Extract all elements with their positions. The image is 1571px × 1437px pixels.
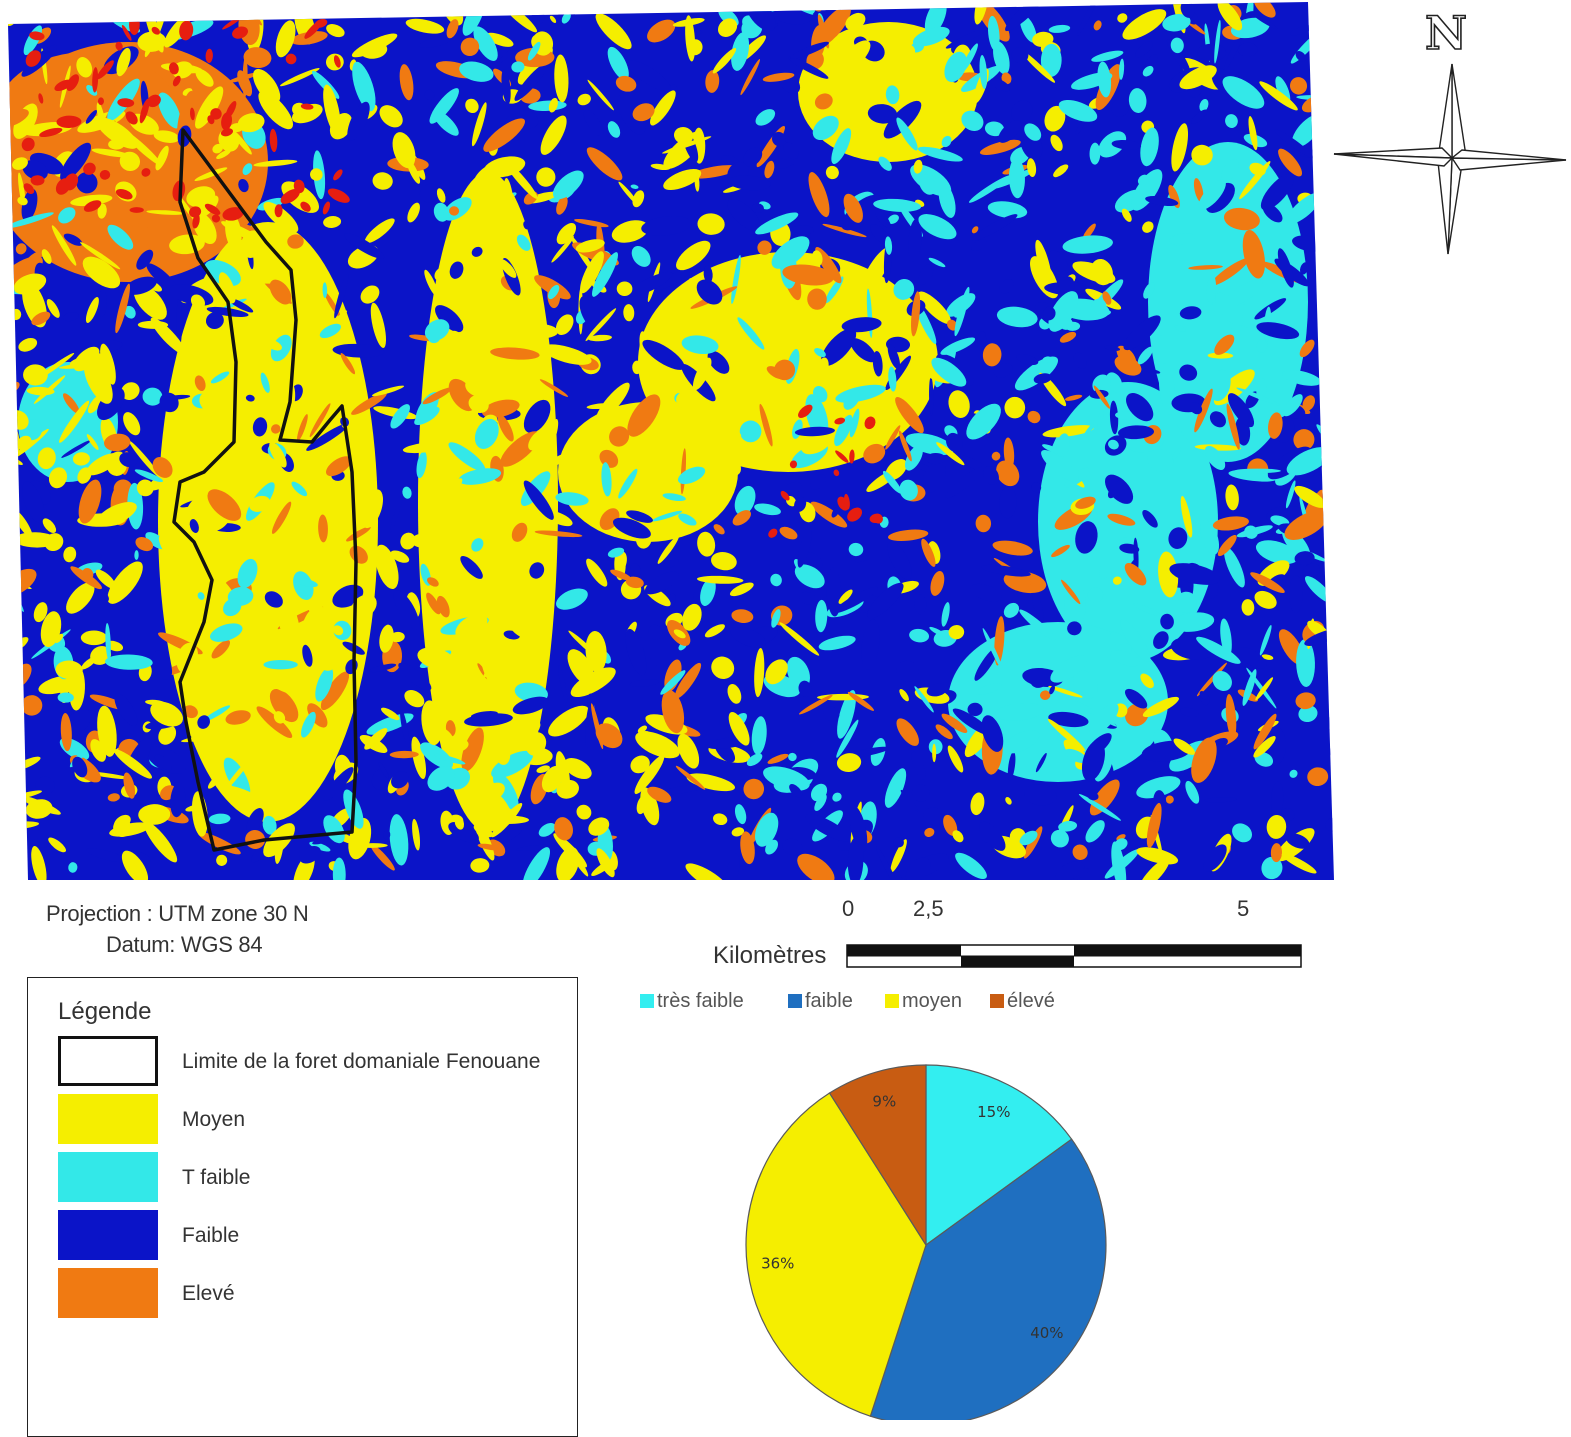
legend-label: Faible xyxy=(182,1224,240,1247)
pie-legend-item: très faible xyxy=(640,990,744,1013)
pie-data-label: 40% xyxy=(1030,1324,1063,1342)
pie-legend-label: très faible xyxy=(657,990,744,1012)
pie-legend-swatch xyxy=(788,994,802,1008)
legend-item-t-faible: T faible xyxy=(58,1152,558,1204)
pie-legend-swatch xyxy=(640,994,654,1008)
projection-text: Projection : UTM zone 30 N xyxy=(46,901,309,926)
north-label: N xyxy=(1424,5,1468,61)
map-legend: Légende Limite de la foret domaniale Fen… xyxy=(27,977,578,1437)
pie-legend-item: faible xyxy=(788,990,853,1013)
legend-label: Moyen xyxy=(182,1108,246,1131)
datum-text: Datum: WGS 84 xyxy=(106,932,263,957)
pie-chart: 15% 40% 36% 9% xyxy=(745,1064,1107,1420)
pie-slice-1 xyxy=(869,1138,1107,1420)
scale-tick-label: 0 xyxy=(842,896,855,921)
pie-legend-swatch xyxy=(885,994,899,1008)
legend-item-moyen: Moyen xyxy=(58,1094,558,1146)
legend-label: Elevé xyxy=(182,1282,235,1305)
pie-legend-label: moyen xyxy=(902,990,963,1012)
pie-data-label: 9% xyxy=(872,1093,896,1111)
risk-map xyxy=(8,2,1334,880)
pie-legend-swatch xyxy=(990,994,1004,1008)
legend-swatch xyxy=(58,1152,158,1202)
legend-item-eleve: Elevé xyxy=(58,1268,558,1320)
scale-bar xyxy=(846,944,1302,968)
legend-item-faible: Faible xyxy=(58,1210,558,1262)
legend-label: T faible xyxy=(182,1166,251,1189)
pie-slice-0 xyxy=(925,1064,1073,1247)
legend-swatch xyxy=(58,1268,158,1318)
pie-slice-2 xyxy=(745,1092,927,1417)
pie-slice-3 xyxy=(828,1064,927,1248)
pie-data-label: 36% xyxy=(761,1255,794,1273)
scale-tick-label: 2,5 xyxy=(913,896,944,921)
pie-data-label: 15% xyxy=(977,1103,1010,1121)
forest-boundary-line xyxy=(172,128,358,852)
pie-legend-label: faible xyxy=(805,990,853,1012)
north-arrow-icon xyxy=(1333,63,1567,255)
risk-map-raster xyxy=(8,2,1334,880)
legend-swatch xyxy=(58,1094,158,1144)
legend-label: Limite de la foret domaniale Fenouane xyxy=(182,1050,541,1073)
legend-item-forest-boundary: Limite de la foret domaniale Fenouane xyxy=(58,1036,558,1088)
scale-unit-label: Kilomètres xyxy=(713,942,827,969)
legend-swatch xyxy=(58,1210,158,1260)
pie-legend-item: moyen xyxy=(885,990,962,1013)
pie-legend-label: élevé xyxy=(1007,990,1055,1012)
pie-legend-item: élevé xyxy=(990,990,1055,1013)
scale-tick-label: 5 xyxy=(1237,896,1250,921)
legend-swatch xyxy=(58,1036,158,1086)
legend-title: Légende xyxy=(58,998,152,1025)
